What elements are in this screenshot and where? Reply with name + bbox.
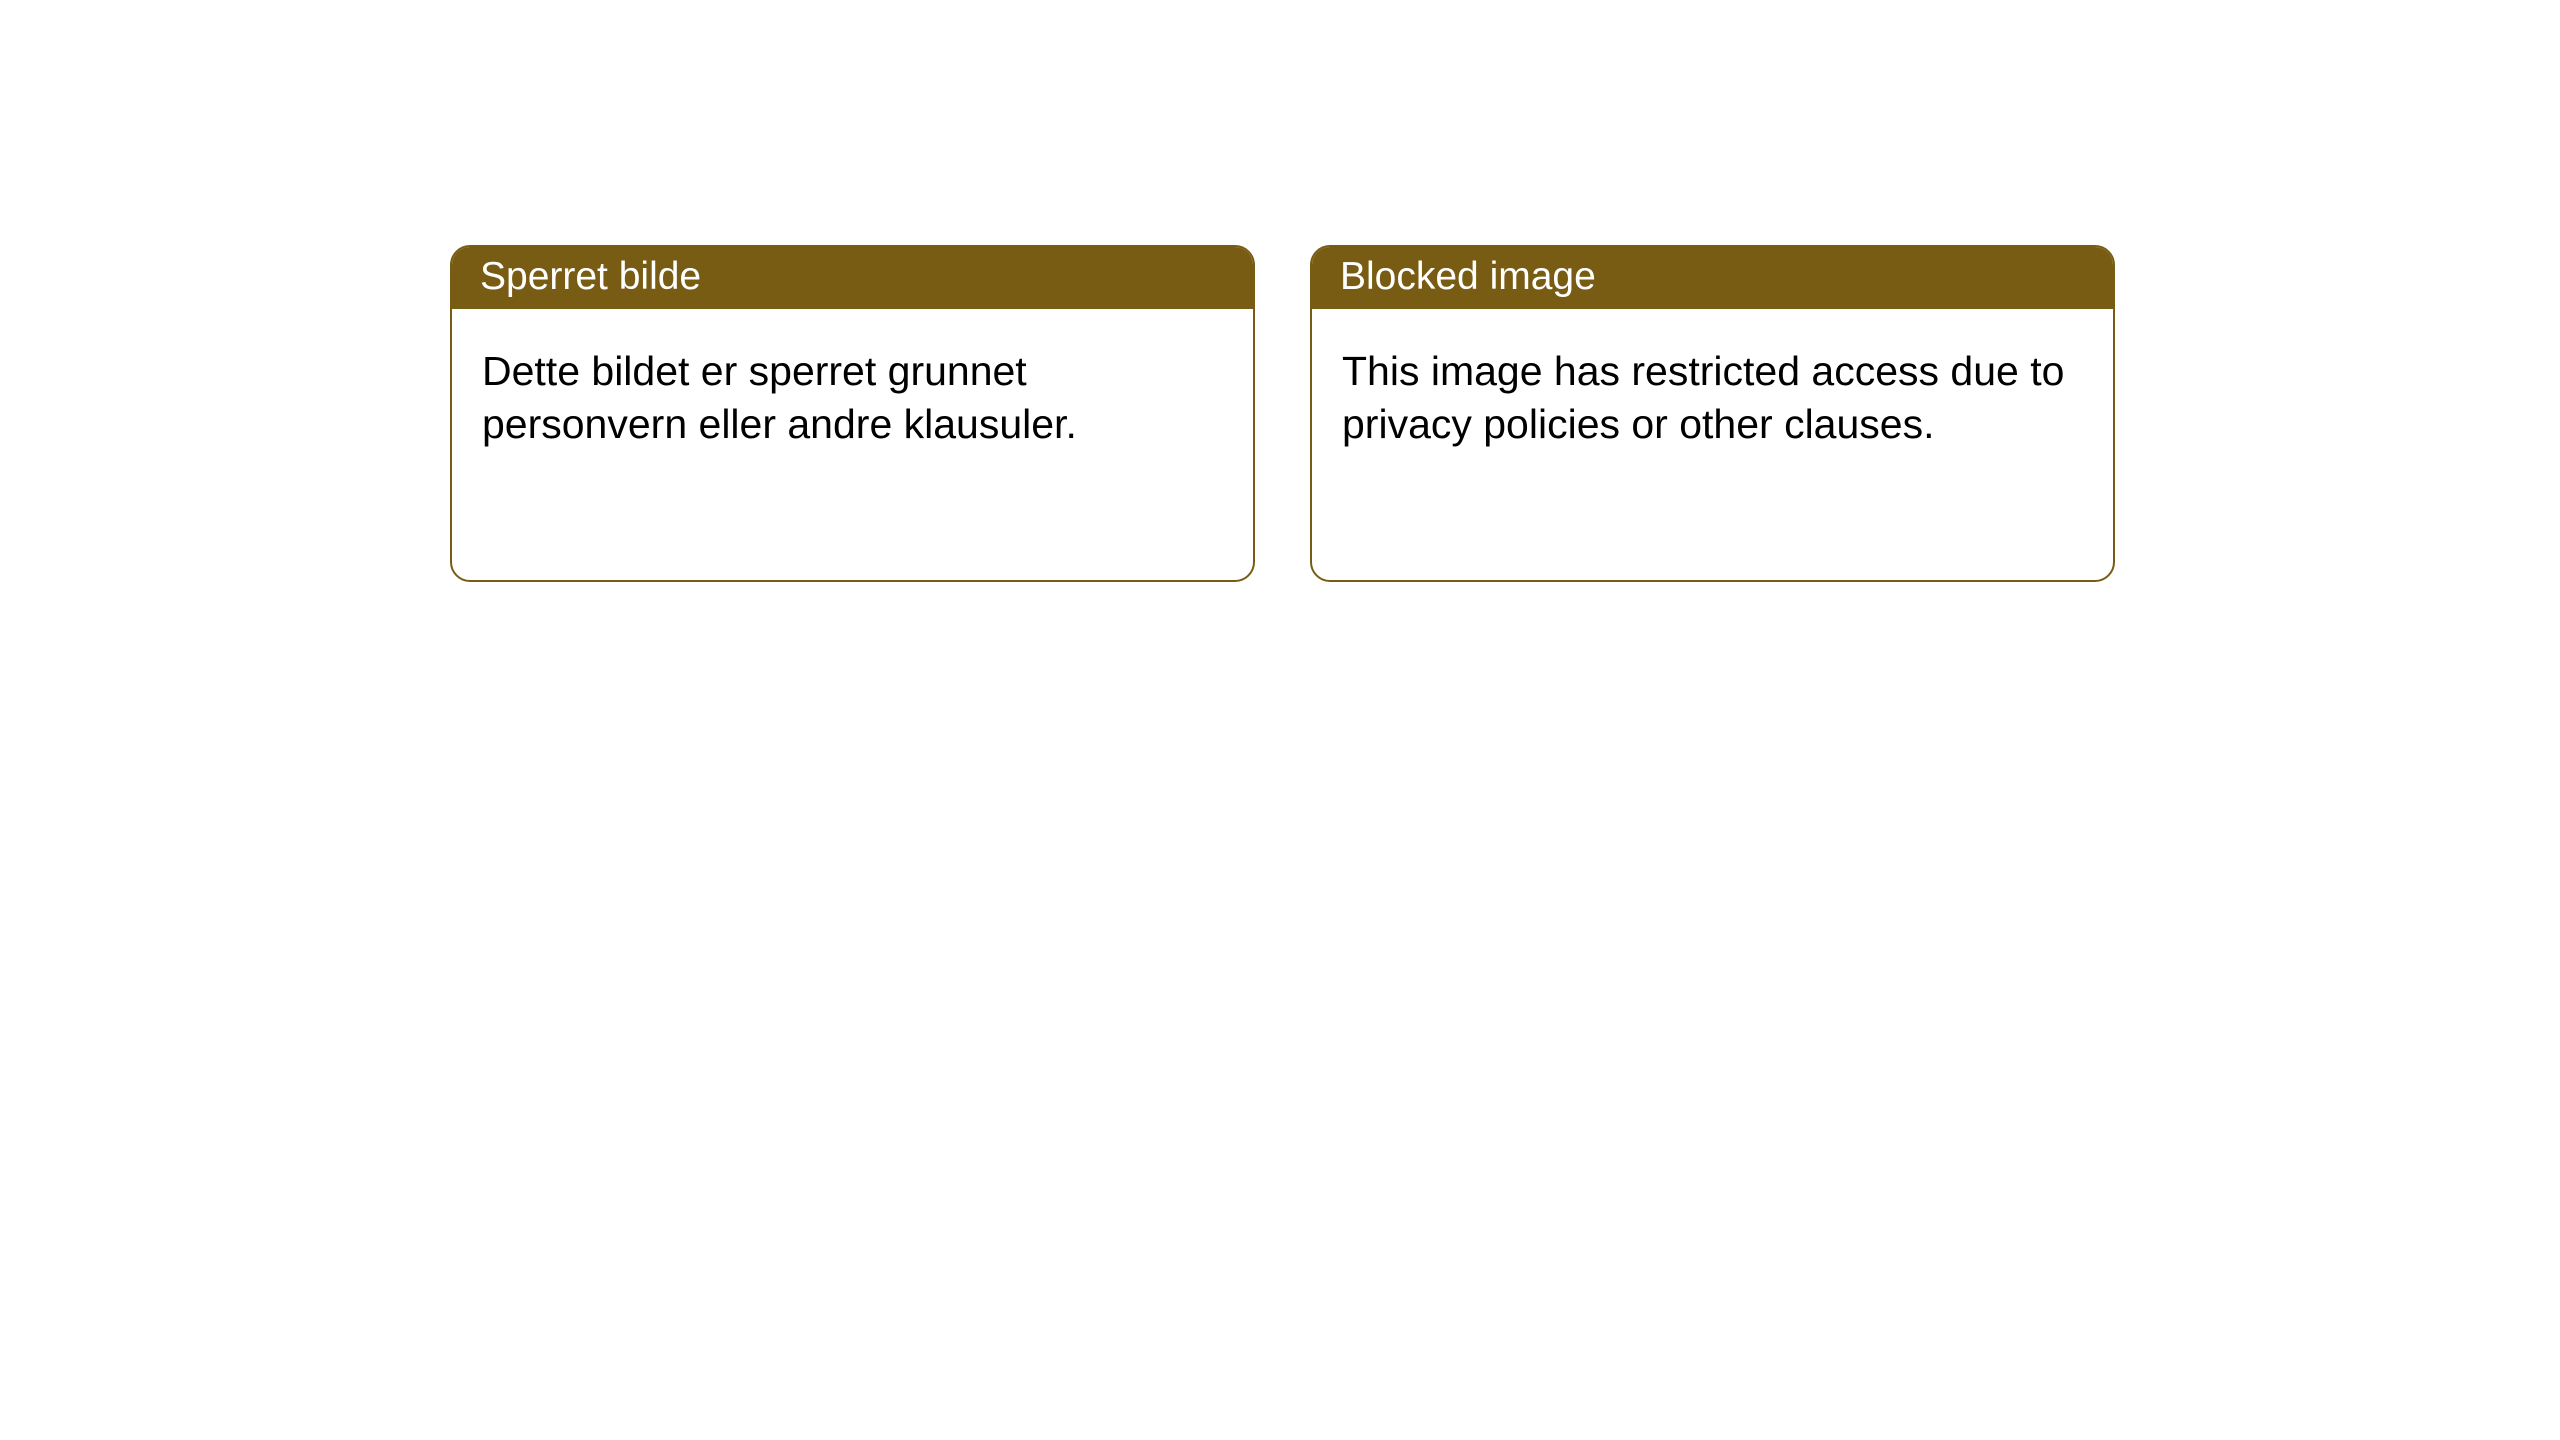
card-header: Blocked image [1312, 247, 2113, 309]
card-title: Blocked image [1340, 255, 1596, 298]
card-body-text: Dette bildet er sperret grunnet personve… [482, 348, 1077, 447]
card-header: Sperret bilde [452, 247, 1253, 309]
notice-container: Sperret bilde Dette bildet er sperret gr… [0, 0, 2560, 582]
card-body: This image has restricted access due to … [1312, 309, 2113, 482]
notice-card-english: Blocked image This image has restricted … [1310, 245, 2115, 582]
card-body-text: This image has restricted access due to … [1342, 348, 2064, 447]
card-body: Dette bildet er sperret grunnet personve… [452, 309, 1253, 482]
notice-card-norwegian: Sperret bilde Dette bildet er sperret gr… [450, 245, 1255, 582]
card-title: Sperret bilde [480, 255, 701, 298]
